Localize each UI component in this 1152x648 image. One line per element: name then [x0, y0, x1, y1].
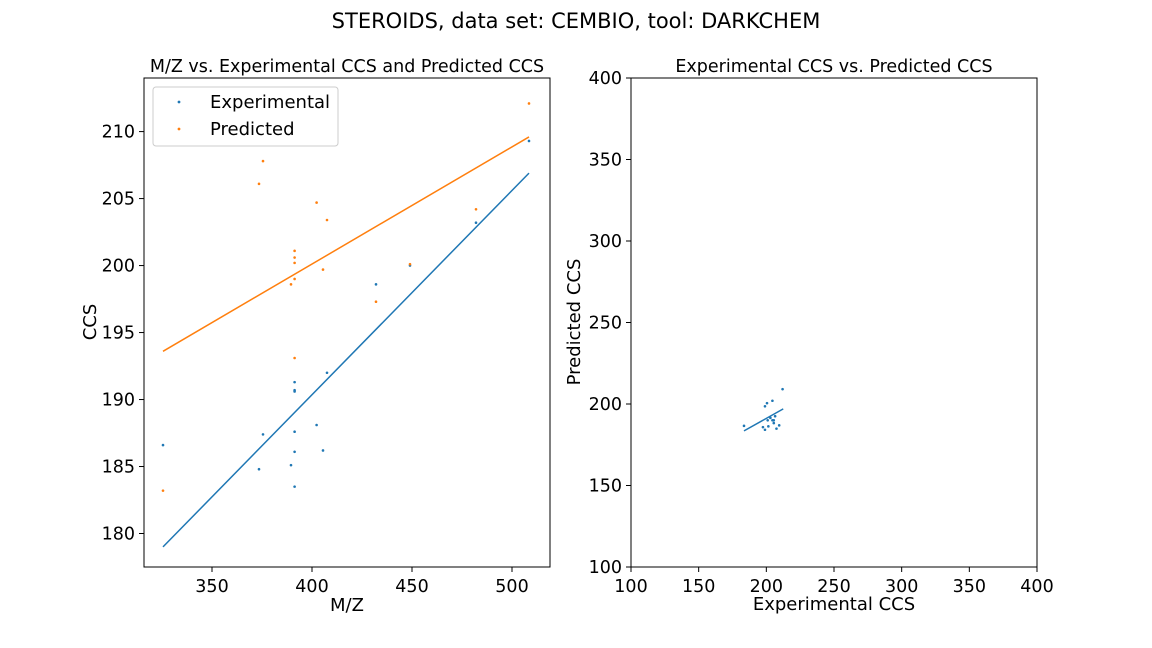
right-x-tick-label: 150 — [682, 577, 715, 597]
left-point-predicted — [321, 268, 325, 271]
left-point-experimental — [293, 485, 296, 488]
left-point-predicted — [161, 489, 165, 492]
left-point-predicted — [293, 356, 296, 360]
right-point-series-0 — [772, 421, 776, 425]
left-point-experimental — [374, 283, 378, 286]
legend-marker-predicted — [177, 127, 181, 131]
right-x-tick-label: 100 — [614, 577, 647, 597]
left-y-axis-label: CCS — [80, 304, 101, 341]
left-x-axis-label: M/Z — [330, 595, 364, 616]
left-point-predicted — [527, 102, 531, 105]
left-point-predicted — [289, 283, 293, 286]
left-y-tick-label: 200 — [102, 257, 135, 277]
left-point-experimental — [293, 380, 296, 384]
right-y-tick-label: 300 — [589, 232, 622, 252]
right-point-series-0 — [775, 427, 778, 430]
left-point-experimental — [325, 371, 329, 375]
left-point-predicted — [293, 277, 296, 281]
figure-title: STEROIDS, data set: CEMBIO, tool: DARKCH… — [331, 9, 821, 33]
right-point-series-0 — [761, 425, 765, 429]
legend-label-experimental: Experimental — [210, 92, 330, 113]
right-x-tick-label: 250 — [817, 577, 850, 597]
right-point-series-0 — [781, 387, 784, 391]
left-x-tick-label: 500 — [495, 577, 528, 597]
right-point-series-0 — [777, 424, 781, 427]
left-point-experimental — [257, 467, 261, 471]
left-chart-title: M/Z vs. Experimental CCS and Predicted C… — [150, 57, 544, 77]
right-point-series-0 — [765, 401, 769, 405]
left-point-predicted — [374, 300, 378, 304]
right-point-series-0 — [767, 425, 770, 428]
left-point-predicted — [293, 256, 296, 259]
left-x-tick-label: 450 — [395, 577, 428, 597]
left-point-experimental — [474, 221, 478, 224]
right-point-series-0 — [771, 399, 774, 403]
chart-experimental-vs-predicted: Experimental CCS vs. Predicted CCS 100 15… — [564, 57, 1054, 615]
chart-mz-vs-ccs: M/Z vs. Experimental CCS and Predicted C… — [80, 57, 551, 616]
right-x-tick-label: 200 — [750, 577, 783, 597]
legend-label-predicted: Predicted — [210, 119, 295, 140]
right-chart-title: Experimental CCS vs. Predicted CCS — [675, 57, 992, 77]
right-x-tick-label: 400 — [1020, 577, 1053, 597]
left-point-experimental — [527, 139, 531, 143]
left-point-experimental — [161, 443, 165, 447]
left-point-experimental — [289, 463, 293, 467]
left-y-tick-label: 205 — [102, 190, 135, 210]
right-x-tick-label: 300 — [885, 577, 918, 597]
legend: Experimental Predicted — [152, 86, 339, 147]
left-y-tick-label: 210 — [102, 123, 135, 143]
left-point-predicted — [474, 207, 478, 211]
right-y-axis-label: Predicted CCS — [564, 259, 585, 386]
right-point-series-0 — [763, 428, 767, 432]
right-y-tick-label: 200 — [589, 395, 622, 415]
right-point-series-0 — [773, 414, 777, 418]
right-y-tick-label: 150 — [589, 477, 622, 497]
left-y-tick-label: 195 — [102, 324, 135, 344]
left-y-tick-label: 180 — [102, 525, 135, 545]
left-point-predicted — [293, 249, 296, 253]
right-y-tick-label: 350 — [589, 151, 622, 171]
left-point-experimental — [293, 430, 296, 433]
left-point-predicted — [261, 159, 265, 163]
left-y-tick-label: 190 — [102, 391, 135, 411]
right-plot-frame — [630, 77, 1038, 568]
left-point-experimental — [321, 449, 325, 452]
right-y-tick-label: 250 — [589, 314, 622, 334]
left-y-tick-label: 185 — [102, 458, 135, 478]
right-y-tick-label: 400 — [589, 69, 622, 89]
left-point-predicted — [293, 261, 296, 265]
legend-marker-experimental — [177, 100, 181, 104]
left-point-predicted — [408, 262, 412, 266]
left-point-experimental — [293, 390, 296, 393]
left-x-tick-label: 350 — [195, 577, 228, 597]
right-point-series-0 — [763, 404, 767, 408]
right-point-series-0 — [772, 419, 776, 422]
left-point-experimental — [261, 433, 265, 436]
right-y-tick-label: 100 — [589, 558, 622, 578]
right-x-axis-label: Experimental CCS — [753, 594, 915, 615]
legend-box — [152, 86, 339, 147]
left-x-tick-label: 400 — [295, 577, 328, 597]
left-fit-line-experimental — [162, 172, 530, 548]
left-point-predicted — [257, 182, 261, 186]
right-point-series-0 — [742, 424, 746, 428]
right-x-tick-label: 350 — [953, 577, 986, 597]
left-fit-line-predicted — [162, 136, 530, 352]
left-point-experimental — [315, 423, 318, 427]
right-point-series-0 — [769, 416, 772, 420]
left-plot-frame — [143, 77, 551, 568]
left-point-predicted — [325, 218, 329, 222]
right-point-series-0 — [766, 419, 769, 422]
left-point-experimental — [293, 450, 296, 454]
left-point-predicted — [315, 201, 318, 204]
right-fit-line-series-0 — [743, 408, 784, 432]
